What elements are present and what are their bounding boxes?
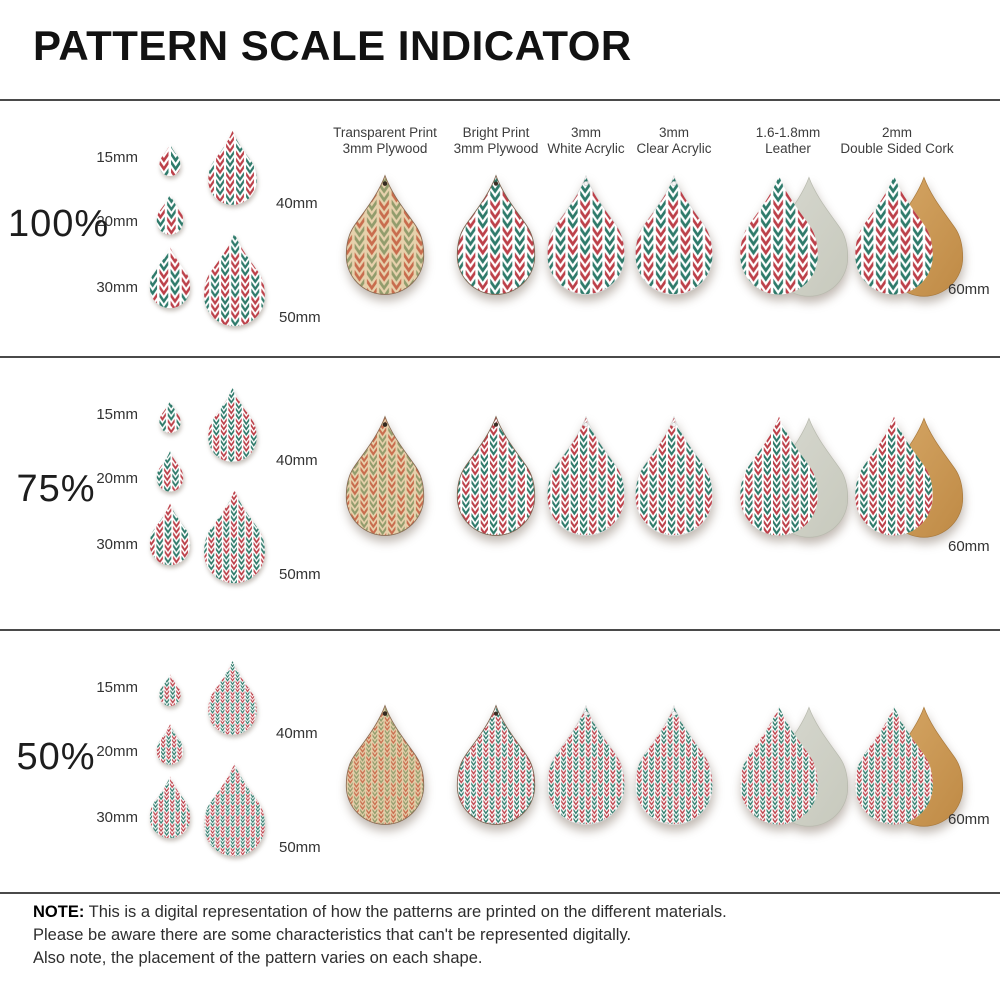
header-line: Bright Print bbox=[462, 125, 530, 140]
note-line-2: Please be aware there are some character… bbox=[33, 926, 632, 944]
size-label-20mm: 20mm bbox=[96, 213, 138, 230]
size-label-40mm: 40mm bbox=[276, 452, 318, 469]
material-samples: 60mm bbox=[0, 358, 1000, 629]
mini-size-group: 15mm 20mm 30mm 40mm 50mm bbox=[0, 631, 1000, 892]
size-label-15mm: 15mm bbox=[96, 406, 138, 423]
header-line: White Acrylic bbox=[547, 141, 625, 156]
header-line: Clear Acrylic bbox=[636, 141, 712, 156]
header-line: 2mm bbox=[882, 125, 912, 140]
size-label-15mm: 15mm bbox=[96, 149, 138, 166]
material-column-headers: Transparent Print 3mm Plywood Bright Pri… bbox=[0, 125, 1000, 175]
column-header-white-acrylic: 3mm White Acrylic bbox=[520, 125, 652, 157]
scale-row-100: 100% 15mm 20mm 30mm 40mm 50mm Transparen… bbox=[0, 101, 1000, 356]
column-header-leather: 1.6-1.8mm Leather bbox=[722, 125, 854, 157]
sample-transparent-plywood bbox=[345, 175, 425, 295]
sample-white-acrylic bbox=[546, 175, 626, 295]
sample-leather bbox=[740, 705, 849, 827]
size-label-30mm: 30mm bbox=[96, 809, 138, 826]
material-samples: 60mm bbox=[0, 101, 1000, 356]
column-header-cork: 2mm Double Sided Cork bbox=[831, 125, 963, 157]
sample-white-acrylic bbox=[546, 705, 626, 825]
sample-bright-plywood bbox=[456, 175, 536, 295]
scale-label-75: 75% bbox=[16, 467, 96, 510]
sample-bright-plywood bbox=[456, 705, 536, 825]
sample-clear-acrylic bbox=[634, 175, 714, 295]
size-label-15mm: 15mm bbox=[96, 679, 138, 696]
sample-clear-acrylic bbox=[634, 705, 714, 825]
sample-clear-acrylic bbox=[634, 416, 714, 536]
size-label-50mm: 50mm bbox=[279, 309, 321, 326]
note-label: NOTE: bbox=[33, 903, 85, 921]
header-line: 1.6-1.8mm bbox=[755, 125, 821, 140]
divider bbox=[0, 629, 1000, 631]
mini-size-group: 15mm 20mm 30mm 40mm 50mm bbox=[0, 101, 1000, 356]
scale-row-50: 50% 15mm 20mm 30mm 40mm 50mm 60mm bbox=[0, 631, 1000, 892]
size-label-30mm: 30mm bbox=[96, 536, 138, 553]
size-label-30mm: 30mm bbox=[96, 279, 138, 296]
header-line: Leather bbox=[765, 141, 811, 156]
sample-transparent-plywood bbox=[345, 705, 425, 825]
header-line: 3mm Plywood bbox=[342, 141, 428, 156]
mini-size-group: 15mm 20mm 30mm 40mm 50mm bbox=[0, 358, 1000, 629]
header-line: Transparent Print bbox=[333, 125, 437, 140]
header-line: 3mm bbox=[659, 125, 689, 140]
scale-row-75: 75% 15mm 20mm 30mm 40mm 50mm 60mm bbox=[0, 358, 1000, 629]
sample-transparent-plywood bbox=[345, 416, 425, 536]
size-label-20mm: 20mm bbox=[96, 743, 138, 760]
size-label-60mm: 60mm bbox=[948, 538, 990, 555]
size-label-60mm: 60mm bbox=[948, 281, 990, 298]
sample-white-acrylic bbox=[546, 416, 626, 536]
size-label-20mm: 20mm bbox=[96, 470, 138, 487]
note-line-3: Also note, the placement of the pattern … bbox=[33, 949, 483, 967]
scale-label-50: 50% bbox=[16, 735, 96, 778]
material-samples: 60mm bbox=[0, 631, 1000, 892]
header-line: 3mm bbox=[571, 125, 601, 140]
header-line: 3mm Plywood bbox=[453, 141, 539, 156]
scale-label-100: 100% bbox=[8, 202, 110, 245]
column-header-clear-acrylic: 3mm Clear Acrylic bbox=[608, 125, 740, 157]
size-label-60mm: 60mm bbox=[948, 811, 990, 828]
column-header-transparent-plywood: Transparent Print 3mm Plywood bbox=[319, 125, 451, 157]
page-title: PATTERN SCALE INDICATOR bbox=[33, 22, 632, 69]
note-text: NOTE: This is a digital representation o… bbox=[33, 901, 727, 970]
sample-cork bbox=[855, 705, 964, 827]
size-label-50mm: 50mm bbox=[279, 839, 321, 856]
sample-leather bbox=[740, 416, 849, 538]
sample-leather bbox=[740, 175, 849, 297]
header-line: Double Sided Cork bbox=[840, 141, 954, 156]
divider bbox=[0, 99, 1000, 101]
divider bbox=[0, 356, 1000, 358]
sample-cork bbox=[855, 416, 964, 538]
sample-cork bbox=[855, 175, 964, 297]
size-label-50mm: 50mm bbox=[279, 566, 321, 583]
size-label-40mm: 40mm bbox=[276, 725, 318, 742]
divider bbox=[0, 892, 1000, 894]
size-label-40mm: 40mm bbox=[276, 195, 318, 212]
sample-bright-plywood bbox=[456, 416, 536, 536]
column-header-bright-plywood: Bright Print 3mm Plywood bbox=[430, 125, 562, 157]
note-line-1: This is a digital representation of how … bbox=[88, 903, 727, 921]
